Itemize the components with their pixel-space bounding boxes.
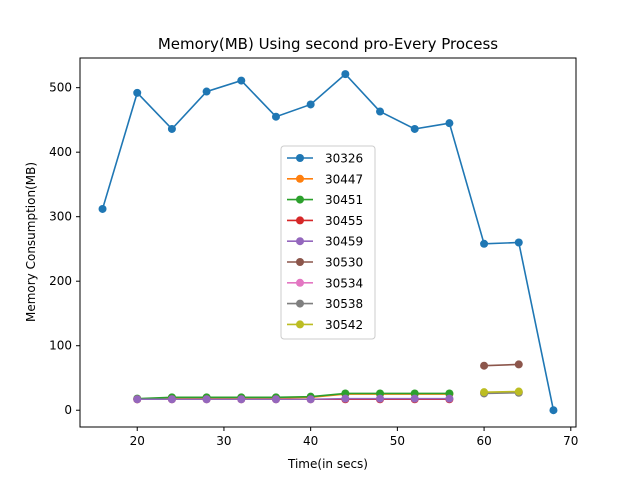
- data-point: [237, 395, 246, 404]
- data-point: [306, 395, 315, 404]
- data-point: [306, 100, 315, 109]
- data-point: [341, 394, 350, 403]
- y-tick-label: 200: [49, 274, 72, 288]
- y-tick-label: 300: [49, 210, 72, 224]
- data-point: [271, 112, 280, 121]
- legend-marker: [296, 258, 304, 266]
- data-point: [133, 88, 142, 97]
- legend-label: 30459: [325, 235, 363, 249]
- data-point: [202, 395, 211, 404]
- series-line: [137, 392, 450, 400]
- data-point: [445, 119, 454, 128]
- data-point: [514, 387, 523, 396]
- legend-label: 30530: [325, 256, 363, 270]
- x-axis: 20 30 40 50 60 70: [130, 427, 578, 448]
- data-point: [167, 395, 176, 404]
- data-point: [167, 124, 176, 133]
- data-point: [549, 406, 558, 415]
- data-point: [202, 87, 211, 96]
- legend: 30326 30447 30451 30455 30459 30530 30534 30538…: [280, 145, 376, 340]
- data-point: [376, 107, 385, 116]
- y-tick-label: 0: [64, 403, 72, 417]
- series-line: [484, 392, 519, 395]
- legend-label: 30534: [325, 276, 363, 290]
- series-30542: [480, 387, 523, 397]
- data-point: [271, 395, 280, 404]
- y-tick-label: 100: [49, 339, 72, 353]
- x-tick-label: 50: [390, 434, 405, 448]
- series-30326: [98, 70, 558, 415]
- data-point: [445, 394, 454, 403]
- x-tick-label: 70: [563, 434, 578, 448]
- y-tick-label: 500: [49, 81, 72, 95]
- legend-frame: [280, 145, 376, 340]
- series-30530: [480, 360, 523, 370]
- plot-area-frame: [79, 57, 577, 428]
- series-line: [137, 397, 450, 401]
- legend-label: 30538: [325, 297, 363, 311]
- data-point: [98, 204, 107, 213]
- legend-label: 30326: [325, 152, 363, 166]
- data-point: [480, 361, 489, 370]
- data-point: [514, 360, 523, 369]
- data-point: [480, 239, 489, 248]
- legend-marker: [296, 216, 304, 225]
- x-tick-label: 60: [476, 434, 491, 448]
- y-axis-label: Memory Consumption(MB): [24, 162, 38, 322]
- x-tick-label: 30: [216, 434, 231, 448]
- data-point: [480, 388, 489, 397]
- legend-marker: [296, 195, 304, 204]
- data-point: [376, 394, 385, 403]
- legend-label: 30455: [325, 214, 363, 228]
- series-line: [484, 390, 519, 393]
- series-30459: [133, 394, 454, 404]
- x-tick-label: 40: [303, 434, 318, 448]
- legend-marker: [296, 237, 304, 246]
- legend-marker: [296, 299, 304, 308]
- y-axis: 0 100 200 300 400 500: [49, 81, 80, 417]
- legend-label: 30451: [325, 193, 363, 207]
- series-line: [484, 363, 519, 367]
- data-point: [410, 124, 419, 133]
- legend-marker: [296, 320, 304, 329]
- chart-title: Memory(MB) Using second pro-Every Proces…: [158, 35, 498, 53]
- data-point: [133, 395, 142, 404]
- legend-marker: [296, 174, 304, 183]
- legend-marker: [296, 154, 304, 162]
- legend-label: 30447: [325, 172, 363, 186]
- legend-marker: [296, 278, 304, 287]
- legend-label: 30542: [325, 318, 363, 332]
- y-tick-label: 400: [49, 145, 72, 159]
- data-point: [410, 394, 419, 403]
- data-point: [341, 70, 350, 79]
- x-tick-label: 20: [130, 434, 145, 448]
- x-axis-label: Time(in secs): [287, 457, 368, 471]
- series-line: [101, 73, 555, 411]
- data-point: [514, 238, 523, 247]
- series-layer: [98, 70, 558, 415]
- data-point: [237, 76, 246, 85]
